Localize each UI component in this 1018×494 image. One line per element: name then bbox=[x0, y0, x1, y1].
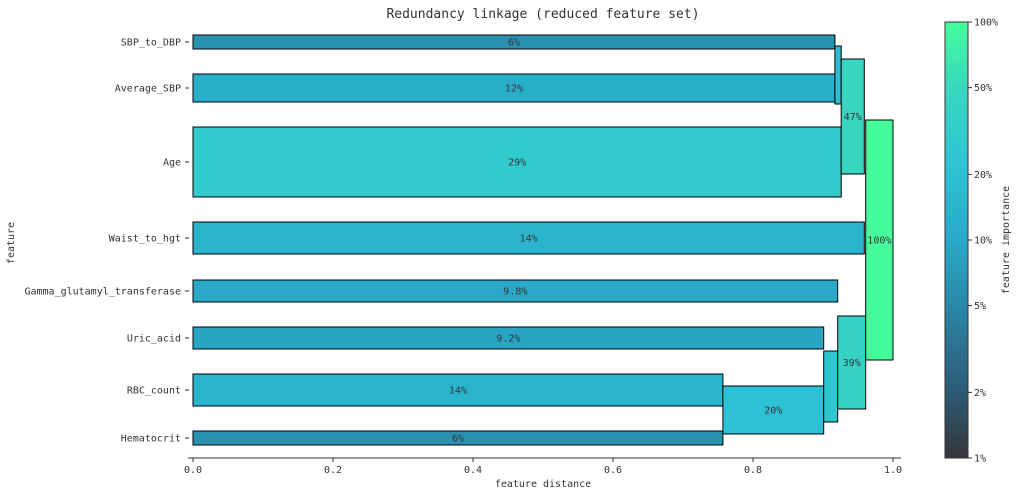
y-tick-label: SBP_to_DBP bbox=[121, 38, 181, 49]
feature-bar bbox=[192, 73, 836, 103]
feature-bar-label: 14% bbox=[449, 386, 467, 397]
colorbar-tick-label: 20% bbox=[974, 170, 992, 181]
y-tick-label: Average_SBP bbox=[115, 84, 181, 95]
y-tick-label: Waist_to_hgt bbox=[109, 234, 181, 245]
y-tick-label: Age bbox=[163, 158, 181, 169]
x-tick-label: 0.4 bbox=[464, 465, 482, 476]
feature-bar-label: 9.8% bbox=[503, 287, 527, 298]
y-axis: SBP_to_DBP Average_SBP Age Waist_to_hgt Gamm… bbox=[24, 38, 189, 445]
y-tick-label: Hematocrit bbox=[121, 434, 181, 445]
cluster-box bbox=[834, 45, 842, 105]
colorbar-tick-label: 5% bbox=[974, 301, 986, 312]
cluster-box bbox=[823, 350, 839, 423]
chart-title: Redundancy linkage (reduced feature set) bbox=[386, 7, 699, 22]
cluster-label: 20% bbox=[764, 406, 782, 417]
x-tick-label: 0.6 bbox=[604, 465, 622, 476]
colorbar-tick-label: 1% bbox=[974, 454, 986, 465]
cluster-box bbox=[722, 385, 825, 435]
plot-area: 6% 12% 29% 14% 9.8% 9.2% 14% 6% 20% 39% 47% 100% bbox=[192, 34, 894, 446]
y-tick-label: Uric_acid bbox=[127, 334, 181, 345]
x-tick-label: 0.8 bbox=[744, 465, 762, 476]
y-tick-label: Gamma_glutamyl_transferase bbox=[24, 287, 181, 298]
x-axis: 0.0 0.2 0.4 0.6 0.8 1.0 bbox=[184, 457, 902, 476]
cluster-box bbox=[840, 58, 865, 175]
feature-bar-label: 29% bbox=[508, 158, 526, 169]
colorbar: 1% 2% 5% 10% 20% 50% 100% bbox=[944, 18, 998, 465]
feature-bar bbox=[192, 430, 724, 446]
feature-bar-label: 12% bbox=[505, 84, 523, 95]
colorbar-tick-label: 50% bbox=[974, 83, 992, 94]
x-tick-label: 1.0 bbox=[884, 465, 902, 476]
feature-bar bbox=[192, 34, 836, 50]
feature-bar bbox=[192, 373, 724, 407]
feature-bar-label: 6% bbox=[508, 38, 520, 49]
y-tick-label: RBC_count bbox=[127, 386, 181, 397]
feature-bar bbox=[192, 279, 839, 303]
colorbar-tick-label: 100% bbox=[974, 18, 998, 29]
x-tick-label: 0.0 bbox=[184, 465, 202, 476]
colorbar-tick-label: 10% bbox=[974, 236, 992, 247]
feature-bar-label: 14% bbox=[520, 234, 538, 245]
feature-bar-label: 9.2% bbox=[496, 334, 520, 345]
cluster-label: 39% bbox=[843, 358, 861, 369]
feature-bar bbox=[192, 221, 865, 255]
feature-bar-label: 6% bbox=[452, 434, 464, 445]
cluster-label: 100% bbox=[867, 236, 891, 247]
cluster-box bbox=[865, 119, 894, 361]
x-tick-label: 0.2 bbox=[324, 465, 342, 476]
y-axis-label: feature bbox=[6, 222, 17, 264]
feature-bar bbox=[192, 326, 825, 350]
colorbar-label: feature importance bbox=[1001, 186, 1012, 294]
cluster-label: 47% bbox=[844, 112, 862, 123]
cluster-box bbox=[837, 315, 867, 410]
feature-bar bbox=[192, 126, 842, 198]
colorbar-gradient bbox=[944, 21, 969, 459]
x-axis-label: feature distance bbox=[495, 479, 591, 490]
colorbar-tick-label: 2% bbox=[974, 388, 986, 399]
